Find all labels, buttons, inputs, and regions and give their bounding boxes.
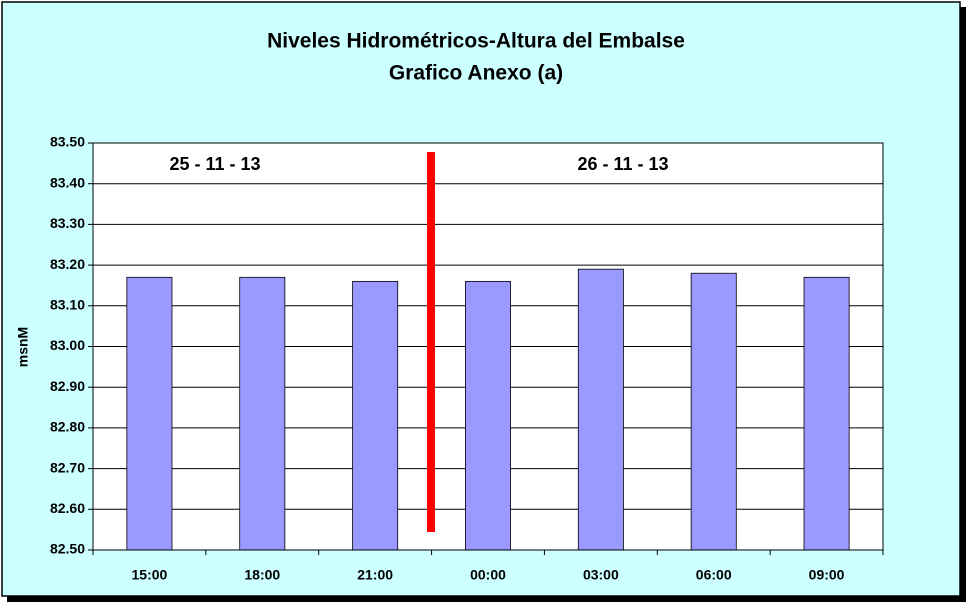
x-tick-label: 06:00: [696, 567, 732, 583]
x-tick-label: 21:00: [357, 567, 393, 583]
chart-title: Niveles Hidrométricos-Altura del Embalse: [267, 30, 685, 53]
y-tick-label: 83.50: [50, 134, 85, 150]
bar: [465, 280, 511, 551]
y-tick-label: 83.00: [50, 337, 85, 353]
chart-subtitle: Grafico Anexo (a): [389, 62, 563, 85]
bar: [352, 280, 399, 551]
annotation: 25 - 11 - 13: [169, 154, 260, 174]
y-axis-label: msnM: [15, 327, 31, 367]
x-tick-label: 03:00: [583, 567, 619, 583]
y-tick-label: 83.10: [50, 297, 85, 313]
x-tick-label: 09:00: [809, 567, 845, 583]
y-tick-label: 83.30: [50, 215, 85, 231]
bar: [126, 276, 173, 551]
x-tick-label: 00:00: [470, 567, 506, 583]
y-tick-label: 82.60: [50, 500, 85, 516]
bars: [126, 268, 850, 551]
y-tick-label: 82.70: [50, 459, 85, 475]
y-tick-label: 82.50: [50, 541, 85, 557]
x-tick-label: 15:00: [132, 567, 168, 583]
annotation: 26 - 11 - 13: [577, 154, 668, 174]
y-tick-label: 82.90: [50, 378, 85, 394]
x-tick-label: 18:00: [244, 567, 280, 583]
plot-border: [92, 142, 884, 551]
bar: [803, 276, 850, 551]
y-tick-label: 83.20: [50, 256, 85, 272]
bar: [577, 268, 624, 551]
bar: [690, 272, 737, 551]
y-tick-label: 82.80: [50, 419, 85, 435]
bar: [239, 276, 286, 551]
y-tick-label: 83.40: [50, 174, 85, 190]
